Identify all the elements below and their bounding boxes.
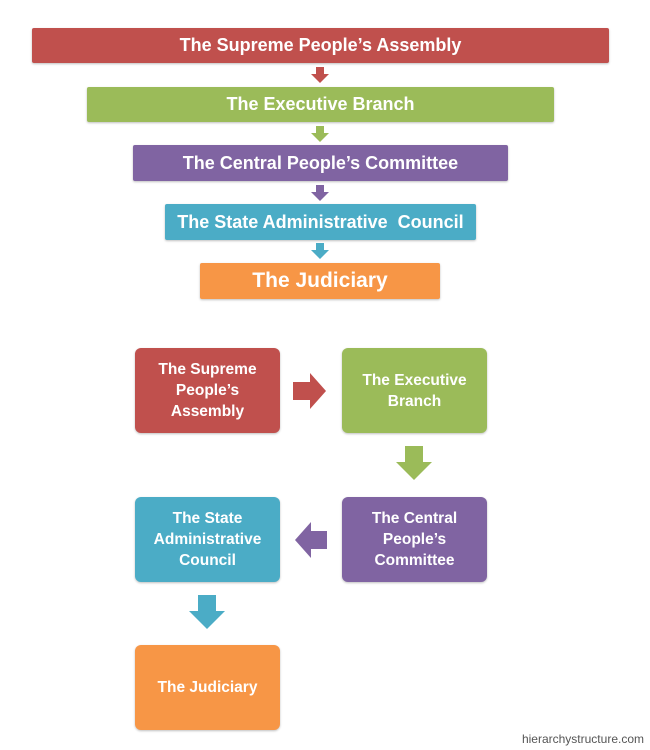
flow-box-label: The Executive Branch	[362, 371, 467, 410]
arrow-down-icon	[311, 126, 329, 142]
hierarchy-bar-supreme-assembly: The Supreme People’s Assembly	[32, 28, 609, 63]
hierarchy-bar-label: The Supreme People’s Assembly	[179, 35, 462, 55]
arrow-down-icon	[189, 595, 225, 629]
hierarchy-bar-judiciary: The Judiciary	[200, 263, 440, 299]
hierarchy-bar-label: The Central People’s Committee	[182, 152, 459, 173]
arrow-right-icon	[293, 373, 326, 409]
flow-box-label: The State Administrative Council	[153, 510, 262, 569]
hierarchy-bar-state-council: The State Administrative Council	[165, 204, 476, 240]
flow-box-supreme-assembly: The Supreme People’s Assembly	[135, 348, 280, 433]
flow-box-central-committee: The Central People’s Committee	[342, 497, 487, 582]
flow-box-state-council: The State Administrative Council	[135, 497, 280, 582]
flow-box-label: The Judiciary	[157, 679, 258, 696]
watermark: hierarchystructure.com	[521, 732, 644, 746]
arrow-down-icon	[396, 446, 432, 480]
arrow-down-icon	[311, 243, 329, 259]
hierarchy-bar-label: The Judiciary	[252, 269, 388, 292]
hierarchy-bar-label: The State Administrative Council	[177, 211, 464, 232]
flow-box-executive-branch: The Executive Branch	[342, 348, 487, 433]
arrow-down-icon	[311, 185, 329, 201]
flow-box-label: The Central People’s Committee	[371, 510, 458, 569]
flow-box-judiciary: The Judiciary	[135, 645, 280, 730]
arrow-down-icon	[311, 67, 329, 83]
flow-box-label: The Supreme People’s Assembly	[158, 361, 257, 420]
hierarchy-bar-central-committee: The Central People’s Committee	[133, 145, 508, 181]
arrow-left-icon	[295, 522, 327, 558]
hierarchy-bar-executive-branch: The Executive Branch	[87, 87, 554, 122]
hierarchy-bar-label: The Executive Branch	[226, 94, 415, 114]
